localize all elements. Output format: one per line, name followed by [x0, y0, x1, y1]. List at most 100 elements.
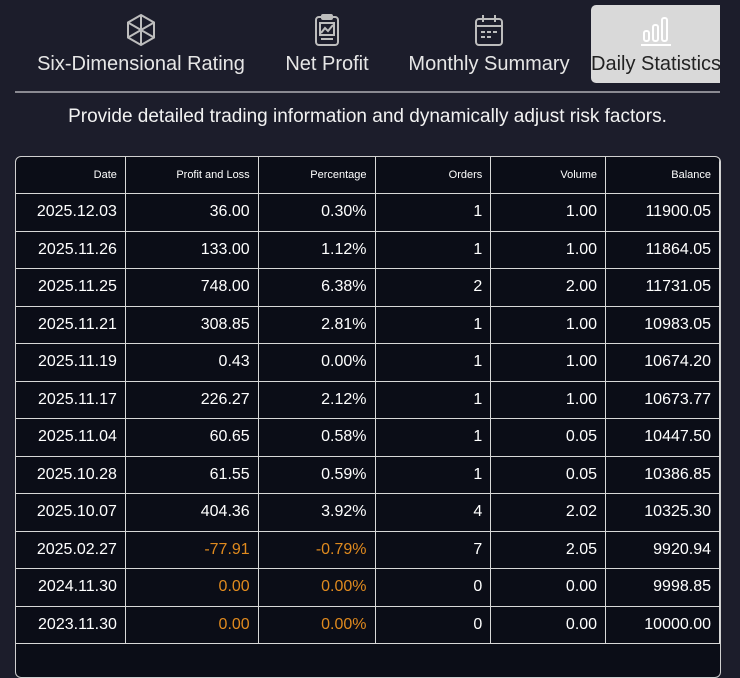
- table-row: 2025.11.19 0.43 0.00% 1 1.00 10674.20: [16, 343, 720, 382]
- tab-label: Daily Statistics: [591, 53, 720, 75]
- table-cell-date: 2024.11.30: [16, 568, 126, 607]
- table-row: 2025.11.25 748.00 6.38% 2 2.00 11731.05: [16, 268, 720, 307]
- table-cell-balance: 11731.05: [605, 268, 720, 307]
- table-cell-balance: 11864.05: [605, 230, 720, 269]
- table-cell-orders: 1: [374, 418, 492, 457]
- table-cell-profit-and-loss: 0.43: [124, 343, 259, 382]
- table-cell-orders: 2: [374, 268, 492, 307]
- table-cell-volume: 0.00: [490, 605, 607, 644]
- table-header-row: Date Profit and Loss Percentage Orders Volum…: [16, 157, 720, 194]
- table-row: 2025.02.27 -77.91 -0.79% 7 2.05 9920.94: [16, 530, 720, 569]
- table-cell-percentage: 1.12%: [257, 230, 376, 269]
- table-cell-orders: 1: [374, 380, 492, 419]
- tab-six-dimensional-rating[interactable]: Six-Dimensional Rating: [25, 5, 257, 83]
- table-cell-date: 2023.11.30: [16, 605, 126, 644]
- table-cell-profit-and-loss: 308.85: [124, 305, 259, 344]
- hexagon-rating-icon: [127, 13, 155, 47]
- table-cell-balance: 10673.77: [605, 380, 720, 419]
- table-row: 2023.11.30 0.00 0.00% 0 0.00 10000.00: [16, 605, 720, 644]
- table-cell-profit-and-loss: 36.00: [124, 193, 259, 232]
- table-cell-date: 2025.11.17: [16, 380, 126, 419]
- table-cell-balance: 10325.30: [605, 493, 720, 532]
- column-header[interactable]: Profit and Loss: [124, 157, 259, 194]
- table-cell-volume: 1.00: [490, 343, 607, 382]
- table-cell-volume: 1.00: [490, 380, 607, 419]
- clipboard-chart-icon: [315, 14, 339, 46]
- table-row: 2025.11.17 226.27 2.12% 1 1.00 10673.77: [16, 380, 720, 419]
- tab-label: Six-Dimensional Rating: [37, 53, 245, 75]
- table-cell-percentage: 0.58%: [257, 418, 376, 457]
- table-cell-volume: 2.00: [490, 268, 607, 307]
- column-header[interactable]: Percentage: [257, 157, 376, 194]
- tab-bar: Six-Dimensional Rating Net Profit Monthl…: [0, 0, 740, 92]
- table-cell-percentage: 0.30%: [257, 193, 376, 232]
- daily-statistics-table: Date Profit and Loss Percentage Orders Volum…: [15, 156, 721, 678]
- table-cell-orders: 1: [374, 193, 492, 232]
- table-cell-percentage: 0.00%: [257, 343, 376, 382]
- table-cell-profit-and-loss: 0.00: [124, 568, 259, 607]
- subtitle: Provide detailed trading information and…: [68, 106, 667, 127]
- table-cell-date: 2025.11.21: [16, 305, 126, 344]
- table-cell-profit-and-loss: 0.00: [124, 605, 259, 644]
- table-cell-balance: 9920.94: [605, 530, 720, 569]
- table-cell-date: 2025.10.28: [16, 455, 126, 494]
- table-cell-volume: 1.00: [490, 193, 607, 232]
- tab-label: Monthly Summary: [408, 53, 570, 75]
- calendar-icon: [475, 15, 503, 46]
- tab-monthly-summary[interactable]: Monthly Summary: [398, 5, 580, 83]
- table-cell-orders: 1: [374, 230, 492, 269]
- table-cell-balance: 10983.05: [605, 305, 720, 344]
- table-cell-percentage: 0.59%: [257, 455, 376, 494]
- table-cell-date: 2025.10.07: [16, 493, 126, 532]
- table-cell-balance: 10000.00: [605, 605, 720, 644]
- table-cell-volume: 0.05: [490, 455, 607, 494]
- table-row: 2025.11.21 308.85 2.81% 1 1.00 10983.05: [16, 305, 720, 344]
- table-cell-percentage: -0.79%: [257, 530, 376, 569]
- table-cell-percentage: 2.81%: [257, 305, 376, 344]
- table-row: 2025.11.26 133.00 1.12% 1 1.00 11864.05: [16, 230, 720, 269]
- table-cell-balance: 10674.20: [605, 343, 720, 382]
- table-cell-profit-and-loss: 60.65: [124, 418, 259, 457]
- table-cell-percentage: 0.00%: [257, 605, 376, 644]
- table-cell-balance: 10386.85: [605, 455, 720, 494]
- table-row: 2025.11.04 60.65 0.58% 1 0.05 10447.50: [16, 418, 720, 457]
- table-cell-percentage: 6.38%: [257, 268, 376, 307]
- tab-daily-statistics[interactable]: Daily Statistics: [591, 5, 720, 83]
- table-cell-balance: 9998.85: [605, 568, 720, 607]
- table-cell-date: 2025.11.04: [16, 418, 126, 457]
- table-cell-orders: 1: [374, 305, 492, 344]
- divider: [15, 91, 720, 93]
- table-cell-volume: 2.05: [490, 530, 607, 569]
- table-cell-orders: 0: [374, 605, 492, 644]
- column-header[interactable]: Date: [16, 157, 126, 194]
- column-header[interactable]: Balance: [605, 157, 720, 194]
- table-cell-percentage: 0.00%: [257, 568, 376, 607]
- table-cell-date: 2025.11.25: [16, 268, 126, 307]
- table-cell-date: 2025.11.19: [16, 343, 126, 382]
- table-cell-percentage: 3.92%: [257, 493, 376, 532]
- table-cell-orders: 1: [374, 455, 492, 494]
- tab-net-profit[interactable]: Net Profit: [272, 5, 382, 83]
- table-cell-volume: 2.02: [490, 493, 607, 532]
- table-cell-balance: 10447.50: [605, 418, 720, 457]
- table-cell-orders: 1: [374, 343, 492, 382]
- table-row: 2025.10.07 404.36 3.92% 4 2.02 10325.30: [16, 493, 720, 532]
- table-cell-orders: 7: [374, 530, 492, 569]
- column-header[interactable]: Orders: [374, 157, 492, 194]
- table-cell-profit-and-loss: 748.00: [124, 268, 259, 307]
- table-row: 2024.11.30 0.00 0.00% 0 0.00 9998.85: [16, 568, 720, 607]
- table-cell-date: 2025.02.27: [16, 530, 126, 569]
- table-cell-profit-and-loss: 61.55: [124, 455, 259, 494]
- bar-chart-icon: [640, 17, 671, 46]
- table-cell-balance: 11900.05: [605, 193, 720, 232]
- table-cell-orders: 4: [374, 493, 492, 532]
- tab-label: Net Profit: [285, 53, 369, 75]
- table-cell-profit-and-loss: 226.27: [124, 380, 259, 419]
- table-cell-volume: 0.00: [490, 568, 607, 607]
- table-cell-volume: 0.05: [490, 418, 607, 457]
- table-cell-profit-and-loss: -77.91: [124, 530, 259, 569]
- table-cell-date: 2025.12.03: [16, 193, 126, 232]
- column-header[interactable]: Volume: [490, 157, 607, 194]
- table-cell-volume: 1.00: [490, 305, 607, 344]
- table-row: 2025.10.28 61.55 0.59% 1 0.05 10386.85: [16, 455, 720, 494]
